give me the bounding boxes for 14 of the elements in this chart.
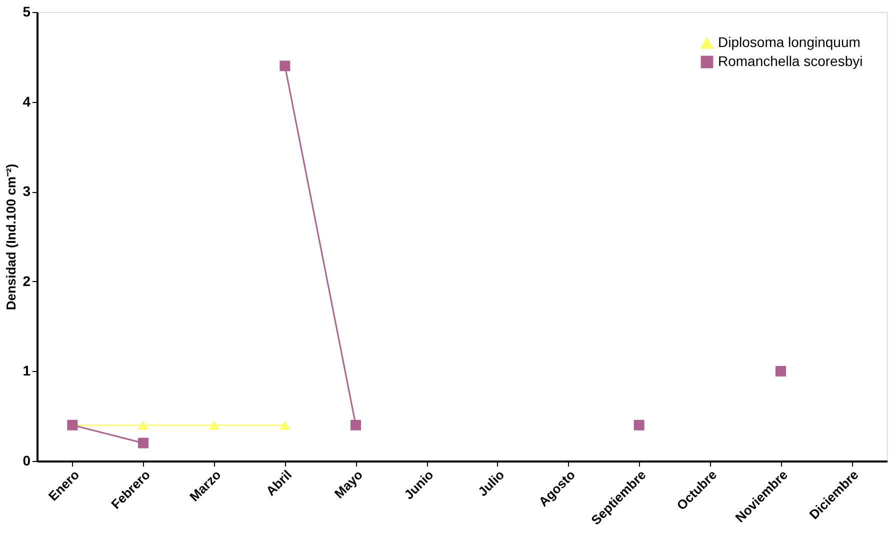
y-tick-label: 3 bbox=[22, 183, 31, 200]
y-tick-label: 0 bbox=[22, 452, 31, 468]
y-tick-label: 2 bbox=[22, 272, 31, 289]
point bbox=[208, 420, 220, 430]
point bbox=[634, 420, 644, 430]
y-axis-title: Densidad (Ind.100 cm⁻²) bbox=[4, 164, 19, 310]
y-tick-label: 4 bbox=[22, 93, 31, 110]
legend-label: Diplosoma longinquum bbox=[718, 34, 860, 50]
point bbox=[138, 438, 148, 448]
y-tick-label: 1 bbox=[22, 362, 31, 379]
point bbox=[776, 366, 786, 376]
y-tick-label: 5 bbox=[22, 4, 31, 20]
legend-label: Romanchella scoresbyi bbox=[718, 53, 863, 69]
point bbox=[138, 420, 148, 430]
